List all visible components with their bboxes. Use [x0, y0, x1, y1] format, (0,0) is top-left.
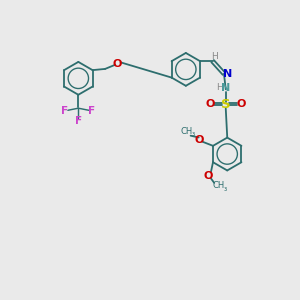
Text: F: F: [88, 106, 95, 116]
Text: N: N: [223, 69, 232, 79]
Text: ₃: ₃: [192, 129, 195, 138]
Text: O: O: [237, 99, 246, 109]
Text: F: F: [61, 106, 68, 116]
Text: O: O: [113, 58, 122, 69]
Text: S: S: [221, 98, 230, 111]
Text: F: F: [75, 116, 82, 126]
Text: ₃: ₃: [224, 184, 227, 193]
Text: O: O: [195, 135, 204, 146]
Text: CH: CH: [181, 127, 193, 136]
Text: O: O: [204, 171, 213, 181]
Text: O: O: [206, 99, 215, 109]
Text: H: H: [211, 52, 218, 61]
Text: CH: CH: [213, 181, 225, 190]
Text: H: H: [216, 83, 223, 92]
Text: N: N: [221, 83, 230, 93]
